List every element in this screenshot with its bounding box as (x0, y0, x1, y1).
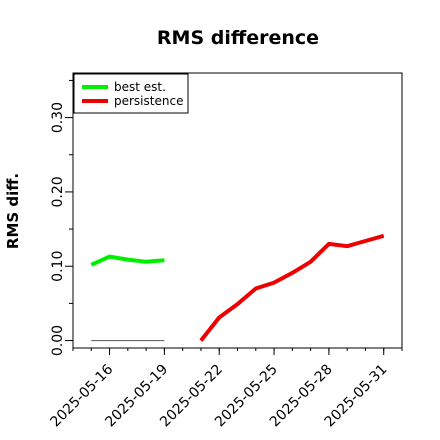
series-line-persistence (199, 233, 385, 342)
legend-box (73, 73, 189, 114)
y-tick-label: 0.20 (50, 176, 66, 207)
y-tick-label: 0.10 (50, 251, 66, 282)
legend: best est.persistence (73, 73, 189, 114)
chart-title: RMS difference (157, 27, 319, 49)
legend-entry: persistence (114, 94, 183, 108)
series-layer (90, 233, 385, 342)
y-tick-label: 0.30 (50, 102, 66, 133)
y-tick-label: 0.00 (50, 325, 66, 356)
legend-entry: best est. (114, 80, 166, 94)
plot-frame (72, 72, 403, 349)
series-line-best-est (90, 254, 165, 267)
y-axis-label: RMS diff. (4, 173, 22, 249)
y-axis: 0.00 0.10 0.20 0.30 (50, 79, 73, 356)
x-axis: 2025-05-162025-05-192025-05-222025-05-25… (48, 348, 403, 430)
